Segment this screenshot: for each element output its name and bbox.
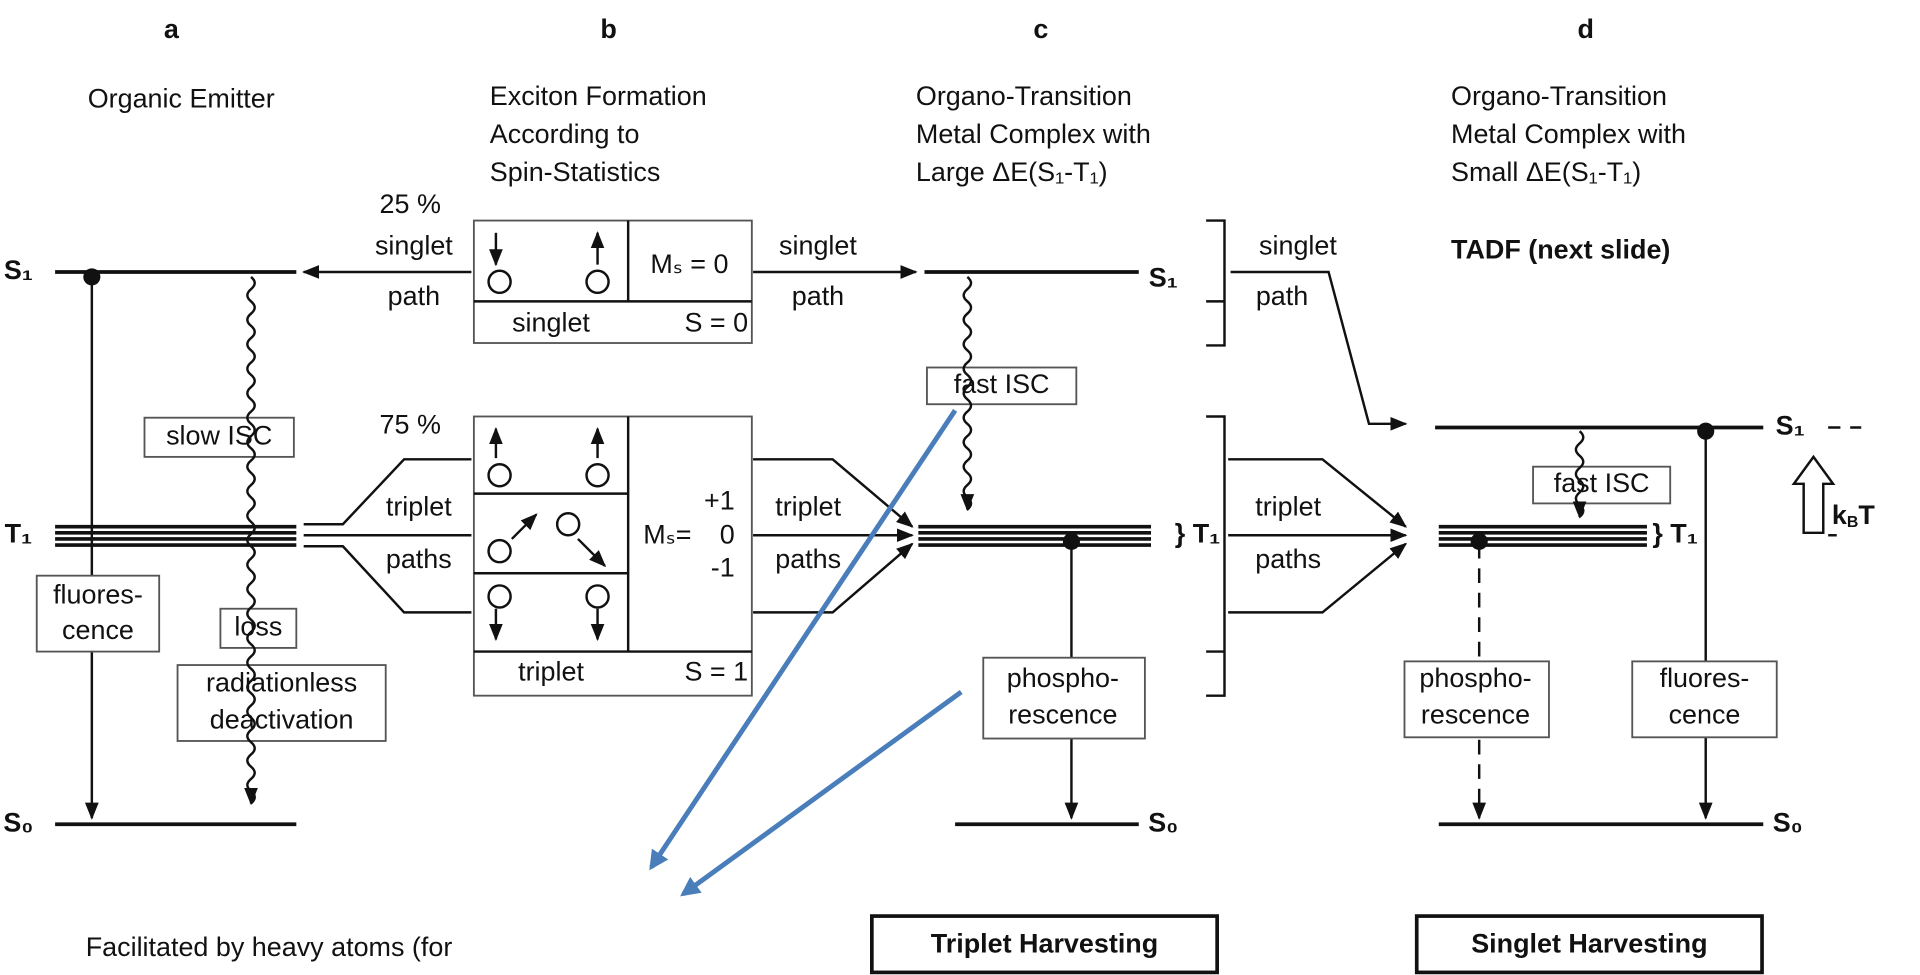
label: paths: [775, 544, 841, 574]
label: 25 %: [380, 189, 441, 219]
label: S₁: [1776, 411, 1805, 441]
label: -1: [711, 553, 735, 583]
label: Organic Emitter: [88, 84, 275, 114]
label: fluores-: [1660, 663, 1750, 693]
label: 0: [720, 520, 735, 550]
label: S = 0: [685, 308, 749, 338]
label: Organo-Transition: [1451, 81, 1667, 111]
label: radiationless: [206, 668, 357, 698]
kbt-part: k: [1832, 500, 1847, 530]
label: Small ΔE(S₁-T₁): [1451, 157, 1641, 187]
label: Organo-Transition: [916, 81, 1132, 111]
label: Metal Complex with: [1451, 119, 1686, 149]
label: S = 1: [685, 657, 749, 687]
label: 75 %: [380, 409, 441, 439]
label: triplet: [386, 491, 452, 521]
label: Large ΔE(S₁-T₁): [916, 157, 1108, 187]
callout-arrows: [649, 409, 963, 897]
label: S₀: [1773, 807, 1803, 837]
label: d: [1577, 14, 1593, 44]
label: Singlet Harvesting: [1471, 929, 1707, 959]
label: rescence: [1421, 700, 1530, 730]
label: S₀: [1148, 807, 1178, 837]
label: } T₁: [1175, 518, 1221, 548]
label: paths: [1255, 544, 1321, 574]
label: triplet: [1255, 491, 1321, 521]
label: Mₛ = 0: [650, 249, 728, 279]
label: Triplet Harvesting: [931, 929, 1158, 959]
label: paths: [386, 544, 452, 574]
label: rescence: [1008, 700, 1117, 730]
label: singlet: [512, 308, 590, 338]
label: a: [164, 14, 180, 44]
label: TADF (next slide): [1451, 234, 1670, 264]
label: Metal Complex with: [916, 119, 1151, 149]
label: singlet: [1259, 231, 1337, 261]
label: S₀: [3, 807, 33, 837]
panel-b-shapes: [301, 219, 918, 697]
label: loss: [234, 611, 282, 641]
label: slow ISC: [166, 420, 272, 450]
label: path: [388, 281, 440, 311]
label: Exciton Formation: [490, 81, 707, 111]
wavy-transition: [246, 275, 256, 805]
label: cence: [1669, 700, 1741, 730]
label: } T₁: [1652, 518, 1698, 548]
kbt-label: kBT: [1832, 500, 1875, 531]
kbt-part: T: [1858, 500, 1875, 530]
label: path: [1256, 281, 1308, 311]
label: S₁: [1149, 262, 1178, 292]
label: fluores-: [53, 580, 143, 610]
label: deactivation: [210, 704, 354, 734]
label: Mₛ=: [643, 520, 691, 550]
panel-c-shapes: [870, 219, 1226, 975]
label: According to: [490, 119, 640, 149]
label: triplet: [518, 657, 584, 687]
panel-d-shapes: [1228, 270, 1862, 975]
label: Facilitated by heavy atoms (for: [86, 932, 453, 962]
label: T₁: [5, 518, 33, 548]
label: path: [792, 281, 844, 311]
label: singlet: [779, 231, 857, 261]
panel-a-shapes: [35, 268, 387, 827]
label: b: [600, 14, 616, 44]
label: c: [1033, 14, 1048, 44]
label: S₁: [4, 255, 33, 285]
wavy-transition: [962, 275, 973, 511]
label: singlet: [375, 231, 453, 261]
kbt-part: B: [1847, 514, 1859, 531]
label: cence: [62, 615, 134, 645]
label: fast ISC: [954, 369, 1050, 399]
label: phospho-: [1419, 663, 1531, 693]
label: triplet: [775, 491, 841, 521]
label: +1: [704, 485, 735, 515]
label: phospho-: [1007, 663, 1119, 693]
label: Spin-Statistics: [490, 157, 661, 187]
label: fast ISC: [1554, 468, 1650, 498]
